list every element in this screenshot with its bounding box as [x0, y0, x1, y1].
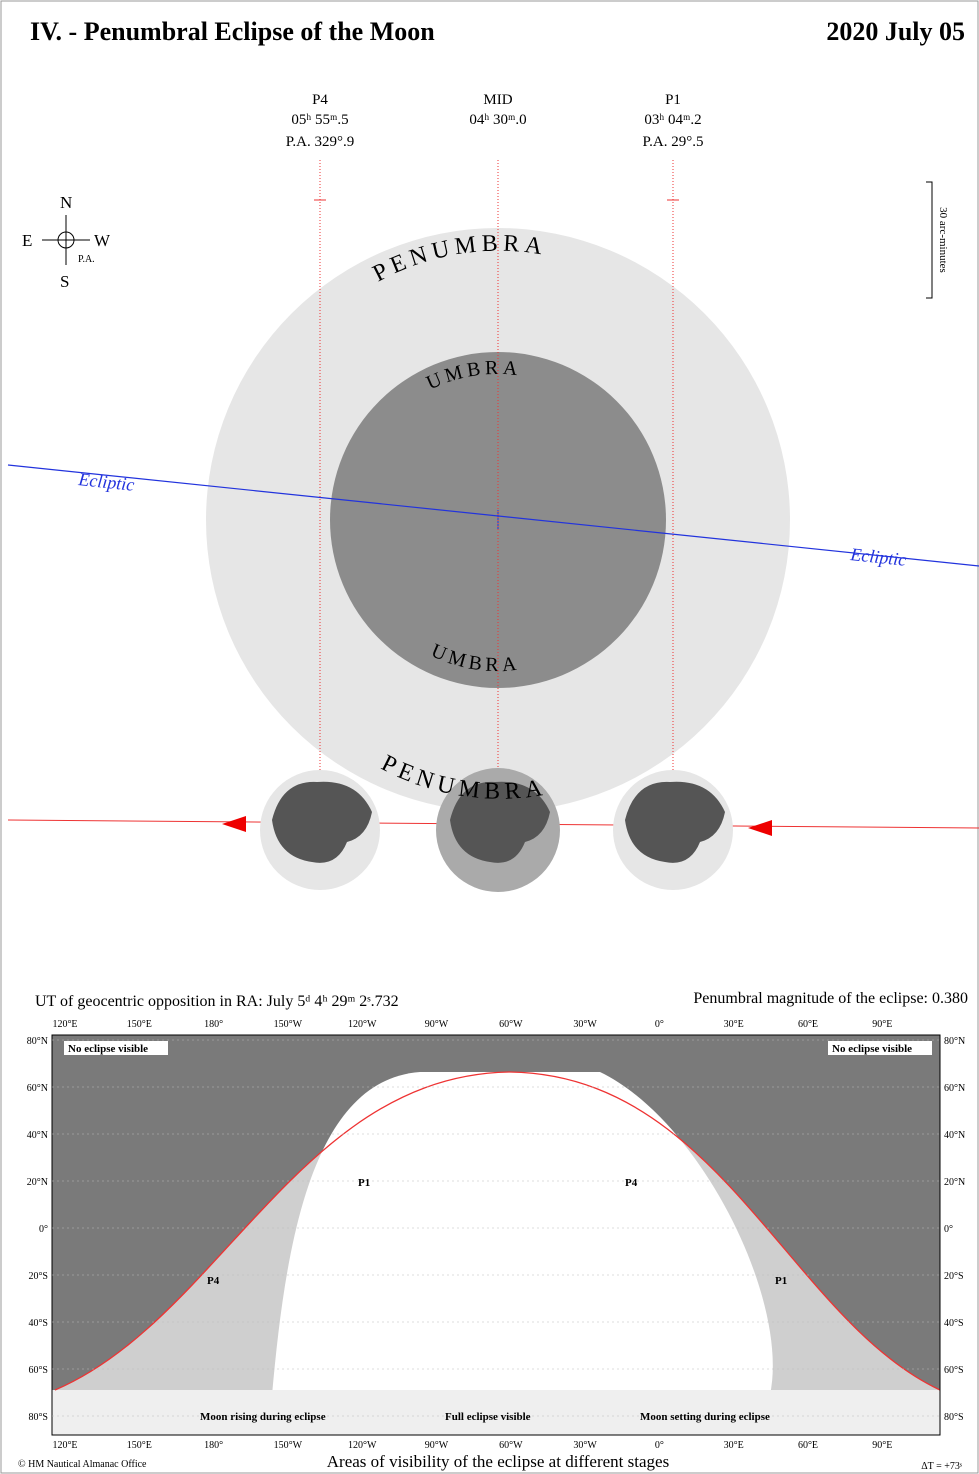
lon-label: 30°W	[573, 1440, 597, 1451]
no-eclipse: No eclipse visible	[832, 1043, 912, 1055]
lat-label: 40°N	[944, 1130, 965, 1141]
lat-label: 60°N	[944, 1083, 965, 1094]
lon-label: 60°E	[798, 1019, 818, 1030]
map-p1: P1	[775, 1275, 787, 1287]
lon-label: 30°E	[724, 1019, 744, 1030]
contact-label: P4	[312, 92, 328, 108]
lon-label: 180°	[204, 1019, 223, 1030]
scale-label: 30 arc-minutes	[937, 207, 949, 273]
compass-w: W	[94, 231, 111, 250]
contact-label: P1	[665, 92, 681, 108]
no-eclipse: No eclipse visible	[68, 1043, 148, 1055]
arrow	[222, 816, 246, 832]
map-p1: P1	[358, 1177, 370, 1189]
lat-label: 60°S	[28, 1365, 48, 1376]
lat-label: 80°S	[944, 1412, 964, 1423]
lon-label: 90°W	[425, 1019, 449, 1030]
opposition: UT of geocentric opposition in RA: July …	[35, 993, 399, 1010]
lat-label: 80°N	[944, 1036, 965, 1047]
compass-s: S	[60, 272, 69, 291]
compass-e: E	[22, 231, 32, 250]
compass-n: N	[60, 193, 72, 212]
lat-label: 80°S	[28, 1412, 48, 1423]
lon-label: 120°W	[348, 1019, 377, 1030]
lon-label: 0°	[655, 1440, 664, 1451]
rising: Moon rising during eclipse	[200, 1411, 326, 1423]
lat-label: 20°N	[27, 1177, 48, 1188]
lon-label: 60°W	[499, 1440, 523, 1451]
lon-label: 150°E	[127, 1440, 152, 1451]
lat-label: 80°N	[27, 1036, 48, 1047]
lat-label: 40°N	[27, 1130, 48, 1141]
contact-pa: P.A. 329°.9	[286, 134, 355, 150]
caption: Areas of visibility of the eclipse at di…	[327, 1452, 669, 1471]
delta-t: ΔT = +73ˢ	[921, 1461, 962, 1472]
lon-label: 60°E	[798, 1440, 818, 1451]
arrow	[748, 820, 772, 836]
contact-pa: P.A. 29°.5	[642, 134, 703, 150]
lat-label: 40°S	[944, 1318, 964, 1329]
lat-label: 60°S	[944, 1365, 964, 1376]
lon-label: 90°E	[872, 1019, 892, 1030]
lat-label: 0°	[944, 1224, 953, 1235]
title: IV. - Penumbral Eclipse of the Moon	[30, 17, 435, 46]
date: 2020 July 05	[826, 17, 965, 46]
lon-label: 90°W	[425, 1440, 449, 1451]
lon-label: 120°E	[52, 1019, 77, 1030]
lon-label: 30°W	[573, 1019, 597, 1030]
compass-pa: P.A.	[78, 254, 95, 265]
lat-label: 20°S	[944, 1271, 964, 1282]
contact-time: 03ʰ 04ᵐ.2	[644, 112, 701, 128]
contact-time: 04ʰ 30ᵐ.0	[469, 112, 526, 128]
scale-bar	[926, 181, 933, 299]
lon-label: 180°	[204, 1440, 223, 1451]
setting: Moon setting during eclipse	[640, 1411, 770, 1423]
lat-label: 0°	[39, 1224, 48, 1235]
compass: N E W S P.A.	[22, 193, 111, 291]
lat-label: 20°S	[28, 1271, 48, 1282]
contact-label: MID	[483, 92, 512, 108]
ecliptic	[7, 464, 979, 567]
lon-label: 150°E	[127, 1019, 152, 1030]
full: Full eclipse visible	[445, 1411, 531, 1423]
lon-label: 150°W	[274, 1019, 303, 1030]
contact-time: 05ʰ 55ᵐ.5	[291, 112, 348, 128]
lat-label: 40°S	[28, 1318, 48, 1329]
lon-label: 60°W	[499, 1019, 523, 1030]
moons	[260, 768, 733, 892]
magnitude: Penumbral magnitude of the eclipse: 0.38…	[693, 990, 968, 1007]
lon-label: 0°	[655, 1019, 664, 1030]
lon-label: 90°E	[872, 1440, 892, 1451]
map-p4: P4	[625, 1177, 638, 1189]
lon-label: 120°W	[348, 1440, 377, 1451]
lat-label: 60°N	[27, 1083, 48, 1094]
lon-label: 120°E	[52, 1440, 77, 1451]
credit: © HM Nautical Almanac Office	[18, 1459, 147, 1470]
map	[51, 1034, 941, 1436]
lon-label: 150°W	[274, 1440, 303, 1451]
map-p4: P4	[207, 1275, 220, 1287]
lat-label: 20°N	[944, 1177, 965, 1188]
lon-label: 30°E	[724, 1440, 744, 1451]
